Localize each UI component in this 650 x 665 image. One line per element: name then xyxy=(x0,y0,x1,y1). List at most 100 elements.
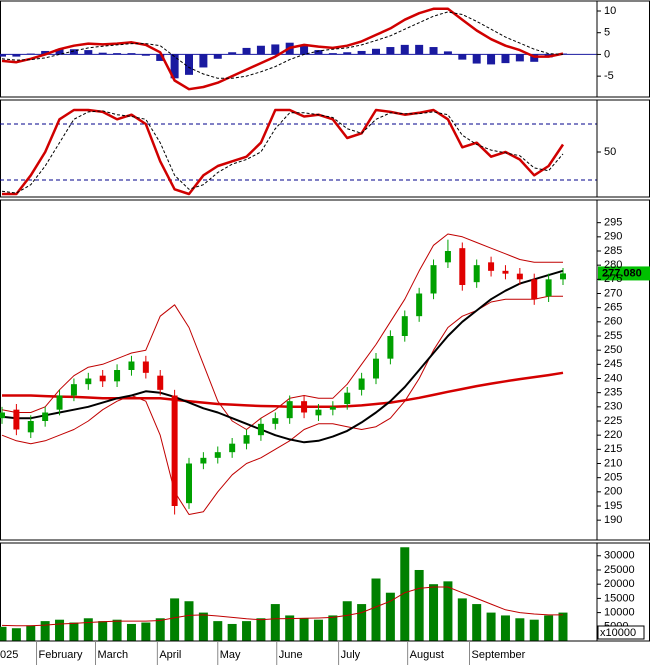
candle-body xyxy=(545,279,552,297)
x-tick-label: March xyxy=(98,649,129,661)
volume-bar xyxy=(141,622,151,641)
histogram-bar xyxy=(26,53,35,55)
histogram-bar xyxy=(55,49,64,55)
volume-bar xyxy=(328,615,338,641)
y-tick-label: 260 xyxy=(604,316,622,328)
unit-label: x10000 xyxy=(600,627,636,639)
candle-body xyxy=(85,378,92,385)
histogram-bar xyxy=(127,53,136,55)
volume-average xyxy=(1,586,563,627)
x-tick-label: August xyxy=(410,649,444,661)
y-tick-label: 0 xyxy=(604,48,610,60)
y-tick-label: 220 xyxy=(604,429,622,441)
y-tick-label: 295 xyxy=(604,217,622,229)
histogram-bar xyxy=(0,54,6,57)
volume-bar xyxy=(544,615,554,641)
candle-body xyxy=(243,435,250,444)
candle-body xyxy=(488,262,495,271)
candle-body xyxy=(301,401,308,413)
candle-body xyxy=(27,421,34,433)
y-tick-label: 50 xyxy=(604,146,616,158)
y-tick-label: 30000 xyxy=(604,550,635,562)
candle-body xyxy=(531,279,538,300)
y-tick-label: 25000 xyxy=(604,564,635,576)
histogram-bar xyxy=(98,52,107,55)
y-tick-label: 250 xyxy=(604,344,622,356)
volume-bar xyxy=(270,604,280,641)
oscillator-line xyxy=(2,108,565,196)
y-tick-label: 275 xyxy=(604,273,622,285)
volume-bar xyxy=(184,601,194,641)
volume-bar xyxy=(285,615,295,641)
candle-body xyxy=(516,273,523,280)
histogram-bar xyxy=(515,54,524,62)
volume-bar xyxy=(98,621,108,641)
candle-body xyxy=(473,265,480,283)
candle-body xyxy=(387,336,394,359)
histogram-bar xyxy=(256,45,265,55)
histogram-bar xyxy=(372,48,380,55)
histogram-bar xyxy=(300,44,309,55)
histogram-bar xyxy=(170,54,179,79)
volume-bar xyxy=(256,618,266,641)
candle-body xyxy=(459,248,466,285)
overlay-line xyxy=(1,295,563,515)
volume-bar xyxy=(126,623,136,641)
histogram-bar xyxy=(228,52,237,55)
volume-bar xyxy=(414,569,424,641)
histogram-bar xyxy=(271,44,280,55)
y-tick-label: 5 xyxy=(604,27,610,39)
histogram-bar xyxy=(84,50,93,55)
y-tick-label: 255 xyxy=(604,330,622,342)
x-tick-label: 2025 xyxy=(0,649,18,661)
histogram-bar xyxy=(41,50,50,55)
candle-body xyxy=(114,370,121,382)
candle-body xyxy=(257,423,264,436)
histogram-bar xyxy=(141,54,150,56)
unit-box xyxy=(597,625,645,640)
y-tick-label: 245 xyxy=(604,358,622,370)
y-tick-label: 210 xyxy=(604,457,622,469)
y-tick-label: -5 xyxy=(604,70,614,82)
y-tick-label: 200 xyxy=(604,486,622,498)
histogram-bar xyxy=(69,49,78,55)
volume-bar xyxy=(242,621,252,641)
x-tick-label: April xyxy=(159,649,181,661)
candle-body xyxy=(373,358,379,379)
volume-bar xyxy=(26,625,36,641)
histogram-bar xyxy=(199,54,208,68)
candle-body xyxy=(401,316,408,336)
overlay-line xyxy=(1,269,564,444)
volume-bar xyxy=(155,618,165,641)
histogram-bar xyxy=(12,54,21,57)
panel-frame xyxy=(0,542,650,642)
candle-body xyxy=(186,463,192,504)
y-tick-label: 195 xyxy=(604,500,622,512)
candle-body xyxy=(0,412,5,419)
volume-bar xyxy=(357,604,367,641)
candle-body xyxy=(329,406,336,410)
candle-body xyxy=(142,361,149,373)
volume-bar xyxy=(69,622,79,641)
last-price-box xyxy=(598,266,650,281)
volume-bar xyxy=(170,598,180,641)
y-tick-label: 240 xyxy=(604,372,622,384)
volume-bar xyxy=(11,628,21,641)
histogram-bar xyxy=(472,54,481,64)
histogram-bar xyxy=(415,44,424,55)
volume-bar xyxy=(486,612,496,641)
volume-bar xyxy=(472,604,482,641)
candle-body xyxy=(56,395,63,410)
volume-bar xyxy=(55,619,65,641)
volume-bar xyxy=(457,598,467,641)
histogram-bar xyxy=(113,53,122,55)
panel-frame xyxy=(0,99,650,198)
oscillator-line xyxy=(1,110,564,194)
histogram-bar xyxy=(400,44,409,55)
volume-bar xyxy=(529,619,539,641)
candle-body xyxy=(444,251,451,263)
volume-bar xyxy=(500,615,510,641)
histogram-bar xyxy=(185,54,193,75)
candle-body xyxy=(286,401,293,419)
